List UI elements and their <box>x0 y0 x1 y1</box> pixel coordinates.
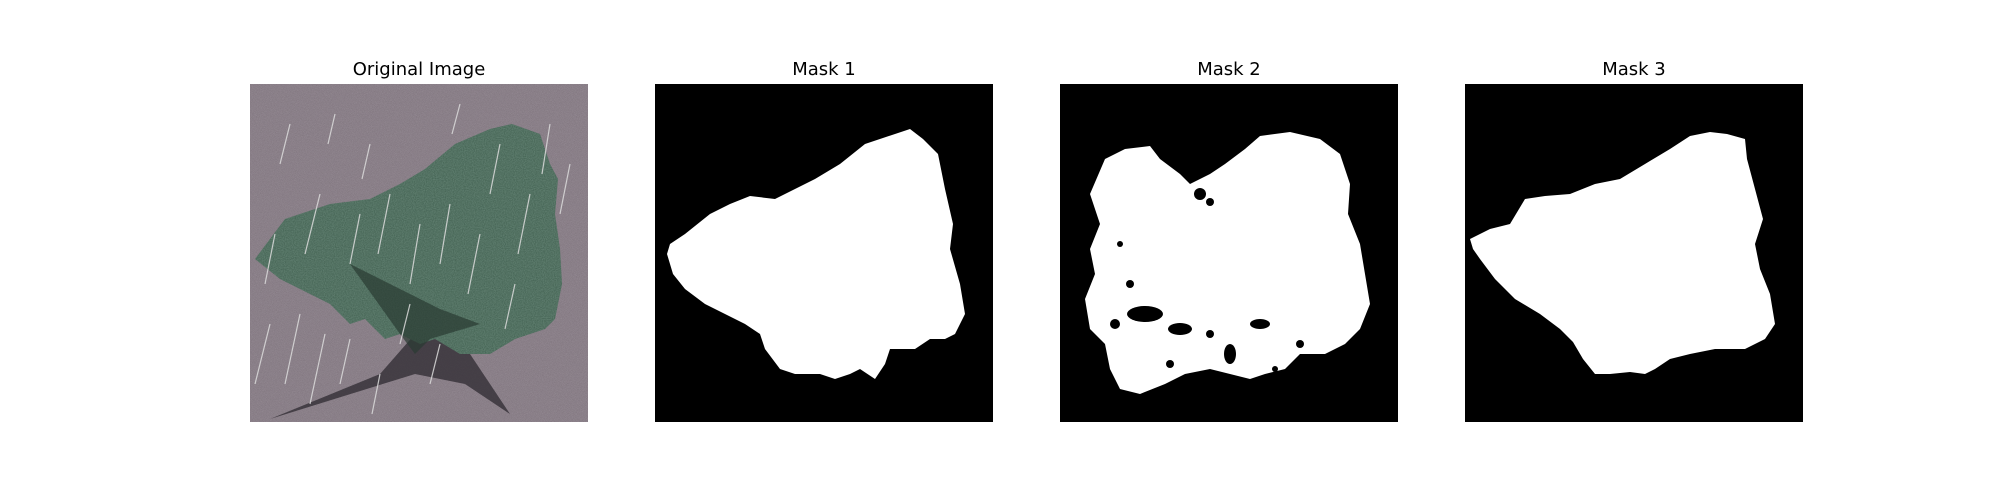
mask-2-region <box>1085 132 1370 394</box>
original-image <box>250 84 588 422</box>
mask-1-image <box>655 84 993 422</box>
panel-original: Original Image <box>250 56 588 422</box>
panel-title-mask-2: Mask 2 <box>1197 59 1261 80</box>
panel-title-original: Original Image <box>352 59 486 80</box>
panel-title-mask-3: Mask 3 <box>1602 59 1666 80</box>
panel-title-mask-1: Mask 1 <box>792 59 856 80</box>
mask-3-image <box>1465 84 1803 422</box>
panel-mask-3: Mask 3 <box>1465 56 1803 422</box>
mask-3-region <box>1470 132 1775 374</box>
mask-1-region <box>667 129 965 379</box>
rain-streaks <box>254 103 571 415</box>
leaf-photo <box>250 84 588 422</box>
panel-mask-2: Mask 2 <box>1060 56 1398 422</box>
mask-2-image <box>1060 84 1398 422</box>
panel-mask-1: Mask 1 <box>655 56 993 422</box>
